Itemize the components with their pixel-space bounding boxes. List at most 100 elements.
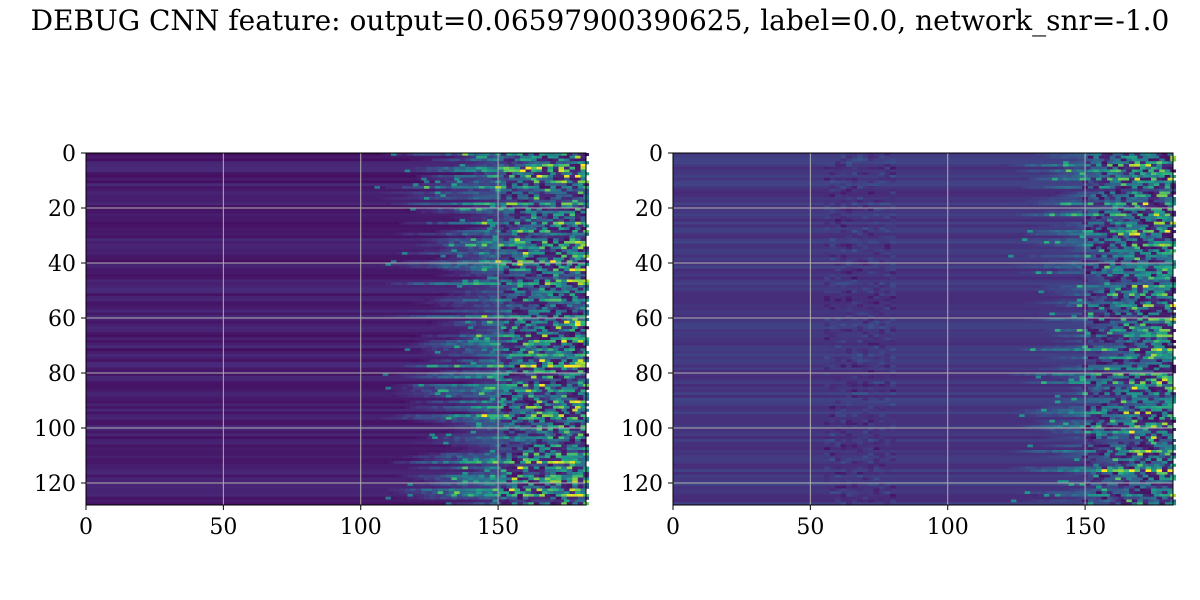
heatmap-cell xyxy=(525,375,532,379)
heatmap-cell xyxy=(1115,202,1122,206)
heatmap-cell xyxy=(451,342,458,346)
heatmap-cell xyxy=(462,296,469,300)
heatmap-cell xyxy=(1104,183,1111,187)
heatmap-cell xyxy=(459,177,466,181)
heatmap-cell xyxy=(1115,199,1122,203)
heatmap-cell xyxy=(1142,188,1149,192)
heatmap-cell xyxy=(500,403,507,407)
heatmap-cell xyxy=(1068,227,1075,231)
heatmap-row xyxy=(86,213,586,217)
heatmap-cell xyxy=(385,202,392,206)
heatmap-cell xyxy=(437,210,444,214)
heatmap-cell xyxy=(572,351,579,355)
heatmap-row xyxy=(86,395,586,399)
heatmap-cell xyxy=(448,208,455,212)
heatmap-cell xyxy=(481,406,488,410)
heatmap-cell xyxy=(511,186,518,190)
heatmap-cell xyxy=(544,408,551,412)
heatmap-cell xyxy=(1043,210,1050,214)
heatmap-cell xyxy=(454,293,460,297)
heatmap-cell xyxy=(500,249,507,253)
heatmap-cell xyxy=(437,274,444,278)
heatmap-cell xyxy=(1129,177,1135,181)
heatmap-cell xyxy=(555,191,562,195)
heatmap-cell xyxy=(393,345,400,349)
heatmap-cell xyxy=(1096,235,1102,239)
heatmap-cell xyxy=(542,334,548,338)
heatmap-cell xyxy=(470,175,477,179)
heatmap-cell xyxy=(506,230,513,234)
heatmap-cell xyxy=(525,155,532,159)
heatmap-cell xyxy=(1052,232,1058,236)
heatmap-cell xyxy=(577,186,584,190)
heatmap-cell xyxy=(553,257,559,261)
heatmap-cell xyxy=(498,268,504,272)
heatmap-cell xyxy=(525,301,532,305)
heatmap-cell xyxy=(478,386,485,390)
heatmap-cell xyxy=(470,210,477,214)
heatmap-cell xyxy=(1145,166,1152,170)
heatmap-cell xyxy=(451,246,458,250)
heatmap-cell xyxy=(1019,232,1025,236)
heatmap-cell xyxy=(448,158,455,162)
heatmap-cell xyxy=(564,243,570,247)
heatmap-cell xyxy=(522,351,529,355)
heatmap-cell xyxy=(1107,219,1113,223)
heatmap-row xyxy=(86,370,586,374)
heatmap-cell xyxy=(544,172,551,176)
heatmap-cell xyxy=(1134,177,1141,181)
heatmap-cell xyxy=(451,191,458,195)
heatmap-cell xyxy=(509,213,515,217)
heatmap-row xyxy=(86,389,586,393)
heatmap-cell xyxy=(1134,216,1141,220)
heatmap-cell xyxy=(432,315,438,319)
heatmap-cell xyxy=(506,205,513,209)
heatmap-cell xyxy=(572,249,579,253)
heatmap-cell xyxy=(421,400,427,404)
heatmap-cell xyxy=(1137,158,1144,162)
heatmap-cell xyxy=(509,235,515,239)
heatmap-cell xyxy=(467,381,474,385)
heatmap-cell xyxy=(514,238,521,242)
heatmap-cell xyxy=(434,230,441,234)
heatmap-cell xyxy=(572,378,579,382)
heatmap-cell xyxy=(1142,180,1149,184)
heatmap-cell xyxy=(1167,219,1174,223)
heatmap-cell xyxy=(509,345,515,349)
heatmap-row xyxy=(86,221,586,225)
heatmap-cell xyxy=(410,315,416,319)
heatmap-cell xyxy=(517,197,524,201)
heatmap-cell xyxy=(1054,169,1061,173)
heatmap-cell xyxy=(451,252,458,256)
heatmap-cell xyxy=(1101,216,1108,220)
heatmap-cell xyxy=(481,169,488,173)
heatmap-cell xyxy=(561,285,568,289)
heatmap-cell xyxy=(1093,155,1100,159)
heatmap-cell xyxy=(531,221,537,225)
heatmap-cell xyxy=(509,362,515,366)
heatmap-cell xyxy=(399,400,405,404)
heatmap-cell xyxy=(385,384,392,388)
heatmap-cell xyxy=(558,169,565,173)
heatmap-cell xyxy=(470,208,477,212)
heatmap-cell xyxy=(575,216,581,220)
heatmap-cell xyxy=(517,224,524,228)
heatmap-cell xyxy=(396,282,403,286)
heatmap-cell xyxy=(533,232,540,236)
heatmap-cell xyxy=(1054,155,1061,159)
heatmap-cell xyxy=(1076,186,1083,190)
heatmap-cell xyxy=(1096,227,1102,231)
heatmap-cell xyxy=(506,246,513,250)
heatmap-cell xyxy=(487,274,493,278)
heatmap-cell xyxy=(412,194,419,198)
heatmap-cell xyxy=(1016,213,1023,217)
heatmap-cell xyxy=(884,169,891,173)
heatmap-cell xyxy=(580,329,587,333)
heatmap-cell xyxy=(536,276,543,280)
heatmap-cell xyxy=(542,301,548,305)
heatmap-cell xyxy=(1104,180,1111,184)
heatmap-cell xyxy=(470,271,477,275)
heatmap-cell xyxy=(478,397,485,401)
heatmap-cell xyxy=(511,202,518,206)
heatmap-cell xyxy=(528,397,535,401)
